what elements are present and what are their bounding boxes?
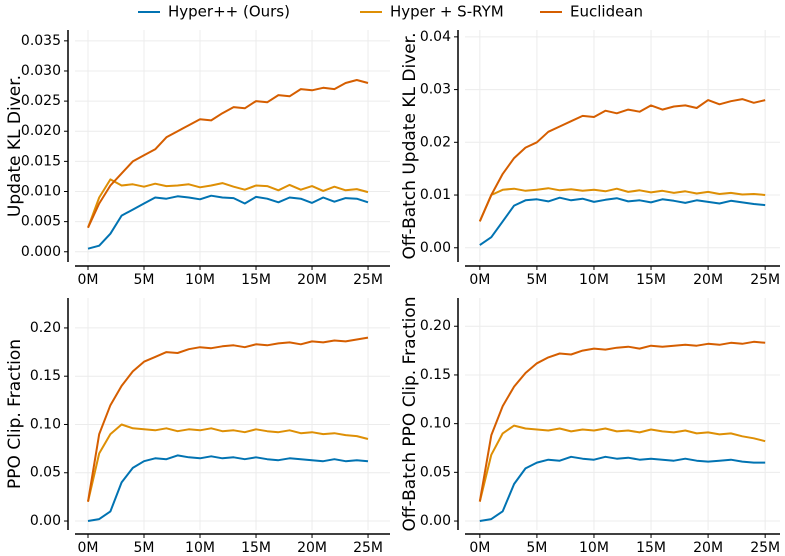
x-tick-label: 25M bbox=[750, 540, 780, 556]
y-tick-label: 0.10 bbox=[30, 416, 61, 432]
y-axis-label: Off-Batch PPO Clip. Fraction bbox=[400, 297, 420, 532]
x-tick-label: 20M bbox=[693, 272, 723, 288]
x-tick-label: 5M bbox=[526, 540, 547, 556]
y-tick-label: 0.04 bbox=[420, 29, 451, 45]
y-tick-label: 0.00 bbox=[420, 240, 451, 256]
x-tick-label: 10M bbox=[185, 540, 215, 556]
y-tick-label: 0.000 bbox=[21, 244, 61, 260]
x-tick-label: 10M bbox=[579, 272, 609, 288]
y-tick-label: 0.20 bbox=[30, 320, 61, 336]
legend-label: Hyper++ (Ours) bbox=[168, 3, 290, 21]
y-tick-label: 0.15 bbox=[420, 367, 451, 383]
series-line bbox=[479, 455, 766, 522]
x-tick-label: 0M bbox=[469, 540, 490, 556]
x-tick-label: 5M bbox=[134, 272, 155, 288]
y-tick-label: 0.02 bbox=[420, 134, 451, 150]
y-tick-label: 0.010 bbox=[21, 183, 61, 199]
y-tick-label: 0.20 bbox=[420, 318, 451, 334]
x-tick-label: 10M bbox=[185, 272, 215, 288]
x-tick-label: 15M bbox=[636, 540, 666, 556]
y-tick-label: 0.10 bbox=[420, 416, 451, 432]
series-line bbox=[87, 79, 369, 229]
x-tick-label: 25M bbox=[353, 272, 383, 288]
x-tick-label: 20M bbox=[297, 272, 327, 288]
y-tick-label: 0.00 bbox=[30, 513, 61, 529]
y-axis-label: Update KL Diver. bbox=[5, 75, 25, 217]
x-tick-label: 20M bbox=[693, 540, 723, 556]
y-axis-label: Off-Batch Update KL Diver. bbox=[400, 32, 420, 259]
x-tick-label: 15M bbox=[241, 272, 271, 288]
y-tick-label: 0.005 bbox=[21, 214, 61, 230]
series-line bbox=[478, 98, 766, 222]
y-tick-label: 0.05 bbox=[30, 465, 61, 481]
series-line bbox=[479, 196, 766, 246]
x-tick-label: 5M bbox=[134, 540, 155, 556]
y-tick-label: 0.01 bbox=[420, 187, 451, 203]
series-line bbox=[478, 424, 766, 502]
x-tick-label: 5M bbox=[526, 272, 547, 288]
x-tick-label: 15M bbox=[636, 272, 666, 288]
y-tick-label: 0.015 bbox=[21, 153, 61, 169]
y-tick-label: 0.00 bbox=[420, 513, 451, 529]
x-tick-label: 0M bbox=[469, 272, 490, 288]
legend-label: Euclidean bbox=[570, 3, 643, 21]
series-line bbox=[87, 423, 369, 502]
y-tick-label: 0.03 bbox=[420, 82, 451, 98]
x-tick-label: 20M bbox=[297, 540, 327, 556]
x-tick-label: 25M bbox=[750, 272, 780, 288]
x-tick-label: 15M bbox=[241, 540, 271, 556]
series-line bbox=[87, 194, 369, 250]
series-line bbox=[478, 187, 766, 222]
x-tick-label: 10M bbox=[579, 540, 609, 556]
series-line bbox=[87, 336, 369, 502]
series-line bbox=[87, 454, 369, 522]
y-tick-label: 0.15 bbox=[30, 368, 61, 384]
y-tick-label: 0.035 bbox=[21, 33, 61, 49]
series-line bbox=[87, 178, 369, 229]
y-tick-label: 0.020 bbox=[21, 123, 61, 139]
x-tick-label: 0M bbox=[77, 272, 98, 288]
x-tick-label: 0M bbox=[77, 540, 98, 556]
y-tick-label: 0.05 bbox=[420, 464, 451, 480]
series-line bbox=[478, 340, 766, 502]
y-axis-label: PPO Clip. Fraction bbox=[5, 339, 25, 489]
y-tick-label: 0.030 bbox=[21, 63, 61, 79]
y-tick-label: 0.025 bbox=[21, 93, 61, 109]
x-tick-label: 25M bbox=[353, 540, 383, 556]
legend-label: Hyper + S-RYM bbox=[390, 3, 504, 21]
